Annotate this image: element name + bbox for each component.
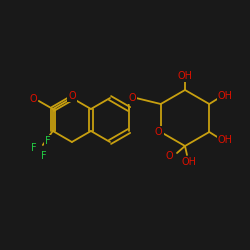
- Text: OH: OH: [218, 91, 233, 101]
- Text: O: O: [128, 93, 136, 103]
- Text: F: F: [31, 143, 37, 153]
- Text: O: O: [68, 91, 76, 101]
- Text: F: F: [45, 136, 51, 146]
- Text: O: O: [155, 127, 162, 137]
- Text: F: F: [41, 151, 47, 161]
- Text: OH: OH: [178, 71, 192, 81]
- Text: O: O: [165, 151, 173, 161]
- Text: OH: OH: [182, 157, 196, 167]
- Text: O: O: [29, 94, 37, 104]
- Text: OH: OH: [218, 135, 233, 145]
